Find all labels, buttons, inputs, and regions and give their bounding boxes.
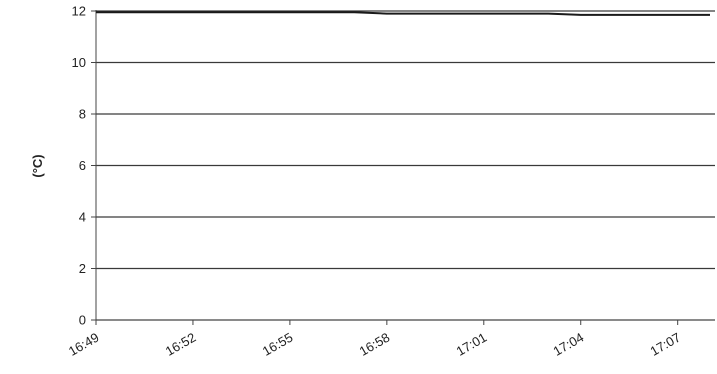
y-tick-label: 4 [79, 210, 86, 225]
series-group [96, 11, 710, 16]
y-tick-label: 12 [72, 4, 86, 19]
y-tick-label: 2 [79, 261, 86, 276]
x-tick-label: 16:58 [357, 330, 393, 359]
gridlines [96, 10, 715, 321]
x-tick-label: 17:07 [647, 330, 683, 359]
y-tick-label: 0 [79, 313, 86, 328]
series-line-0 [96, 11, 710, 16]
y-tick-label: 10 [72, 55, 86, 70]
y-axis-label: (°C) [30, 154, 45, 177]
x-tick-label: 16:49 [66, 330, 102, 359]
y-axis-ticks: 0 2 4 6 8 10 12 [72, 4, 96, 328]
x-tick-label: 17:04 [551, 330, 587, 359]
x-tick-label: 16:55 [260, 330, 296, 359]
y-tick-label: 8 [79, 107, 86, 122]
x-axis-ticks: 16:49 16:52 16:55 16:58 17:01 17:04 17:07 [66, 320, 683, 359]
x-tick-label: 16:52 [163, 330, 199, 359]
x-tick-label: 17:01 [454, 330, 490, 359]
y-tick-label: 6 [79, 158, 86, 173]
